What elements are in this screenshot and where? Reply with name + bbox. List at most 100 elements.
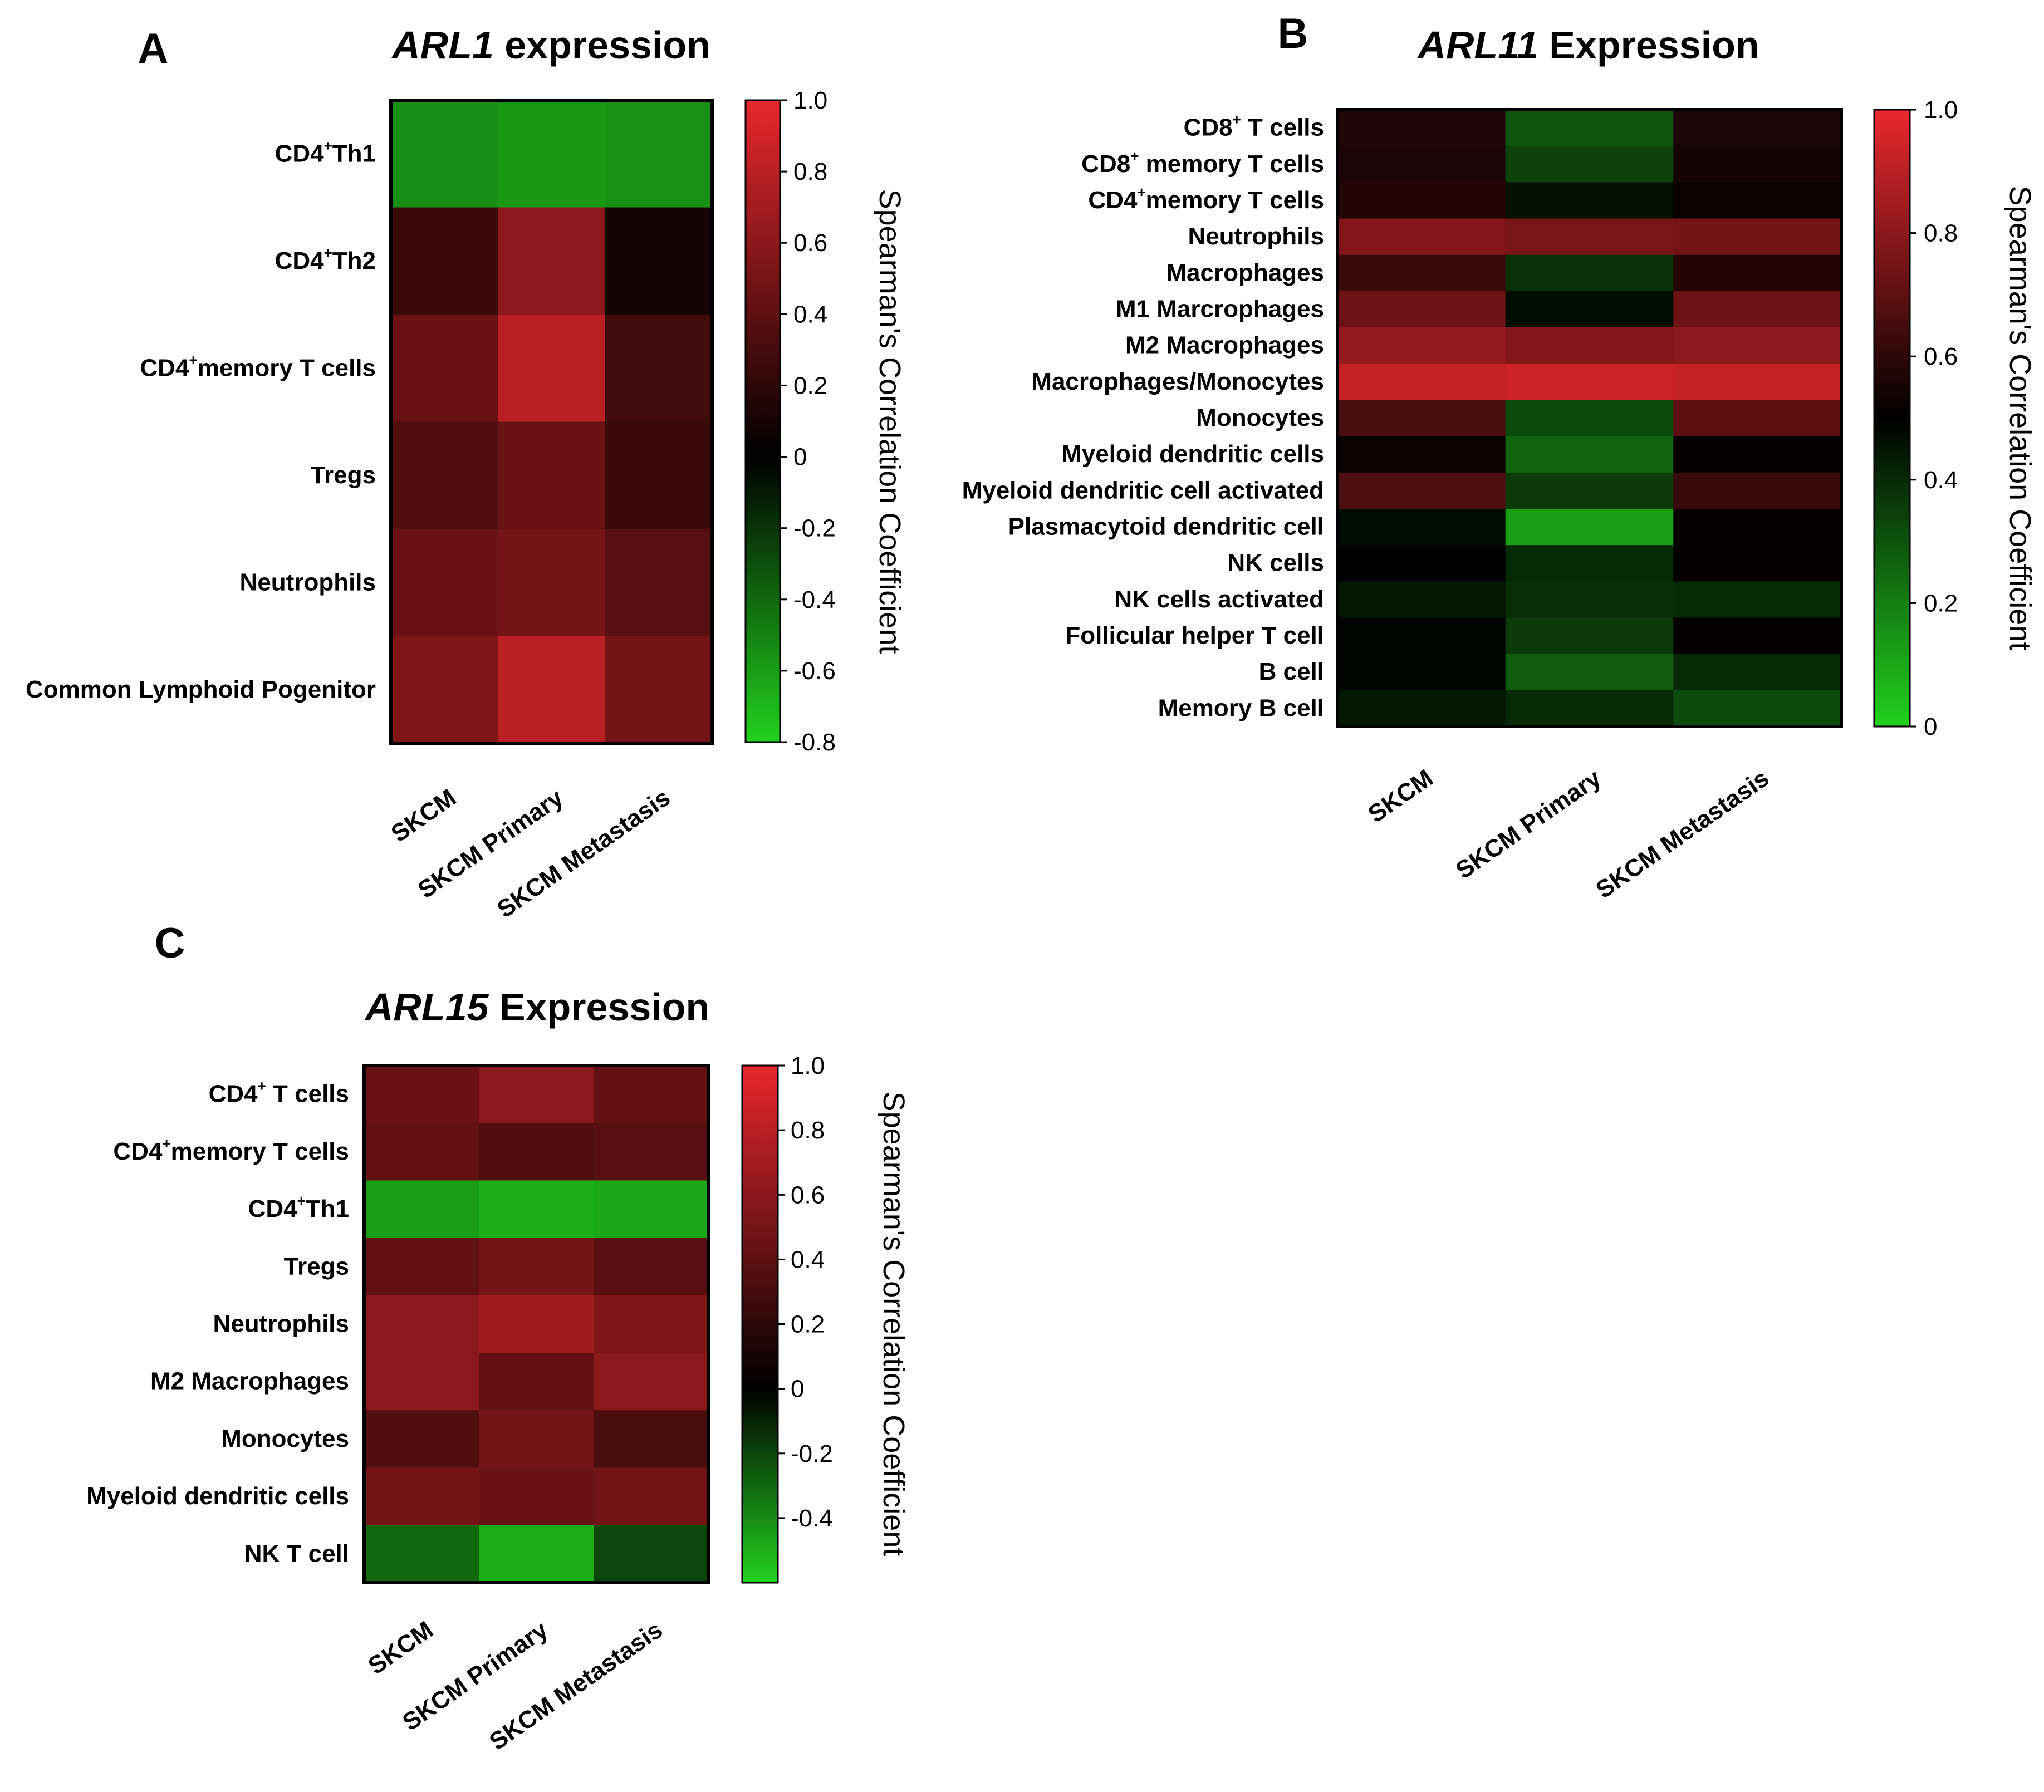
heatmap-cell	[364, 1467, 479, 1526]
heatmap-cell	[364, 1353, 479, 1411]
heatmap-cell	[1673, 508, 1842, 546]
row-label: Plasmacytoid dendritic cell	[1008, 513, 1324, 541]
row-label: Neutrophils	[1188, 223, 1324, 250]
column-label: SKCM Metastasis	[1591, 764, 1774, 904]
row-label: M2 Macrophages	[1125, 332, 1324, 359]
heatmap-cell	[594, 1410, 709, 1469]
heatmap-cell	[594, 1066, 709, 1123]
heatmap-cell	[1505, 654, 1674, 691]
heatmap-cell	[1505, 364, 1674, 401]
heatmap-cell	[479, 1066, 594, 1123]
colorbar-tick-label: 0	[1924, 713, 1937, 740]
colorbar-tick-label: 0.8	[793, 158, 827, 185]
row-label: NK cells	[1227, 549, 1324, 577]
row-label: Myeloid dendritic cells	[86, 1482, 349, 1510]
colorbar-tick-label: 0.2	[793, 372, 827, 399]
heatmap-cell	[391, 100, 498, 208]
heatmap-cell	[1505, 291, 1674, 328]
heatmap-cell	[1505, 400, 1674, 437]
title-gene-name: ARL1	[391, 23, 494, 67]
heatmap-frame	[389, 99, 714, 745]
colorbar-tick-label: 0.4	[1924, 467, 1958, 494]
column-label: SKCM	[1363, 764, 1438, 828]
title-gene-name: ARL11	[1416, 23, 1538, 67]
colorbar-tick-label: 0.6	[791, 1181, 825, 1209]
heatmap-cell	[479, 1123, 594, 1181]
heatmap-cell	[605, 421, 713, 529]
heatmap-cell	[1337, 472, 1506, 509]
colorbar-title: Spearman's Correlation Coefficient	[873, 189, 906, 654]
row-label: B cell	[1259, 658, 1324, 685]
heatmap-cell	[1337, 182, 1506, 219]
heatmap-cell	[479, 1295, 594, 1353]
heatmap-cell	[364, 1238, 479, 1296]
panel-letter: C	[155, 920, 185, 967]
chart-title: ARL15 Expression	[364, 985, 710, 1029]
column-label: SKCM	[363, 1616, 438, 1680]
row-label: Macrophages	[1166, 259, 1324, 286]
heatmap-cell	[1673, 545, 1842, 582]
heatmap-cell	[594, 1525, 709, 1583]
chart-title: ARL11 Expression	[1416, 23, 1759, 67]
heatmap-frame	[1336, 108, 1843, 728]
heatmap-cell	[1505, 327, 1674, 364]
row-label: Tregs	[311, 461, 376, 489]
colorbar-tick-label: -0.8	[793, 729, 836, 756]
heatmap-cell	[1505, 581, 1674, 618]
column-label: SKCM	[386, 784, 461, 847]
row-label: Neutrophils	[240, 568, 376, 596]
heatmap-cell	[364, 1525, 479, 1583]
colorbar	[741, 1064, 779, 1584]
heatmap-cell	[1337, 690, 1506, 727]
heatmap-cell	[364, 1410, 479, 1469]
heatmap-cell	[1673, 254, 1842, 292]
heatmap-cell	[498, 636, 606, 744]
row-label: Myeloid dendritic cell activated	[962, 477, 1324, 504]
heatmap-cell	[1337, 617, 1506, 655]
heatmap-cell	[479, 1238, 594, 1296]
heatmap-cell	[1673, 110, 1842, 146]
heatmap-cell	[1337, 581, 1506, 618]
colorbar-tick-label: 0	[791, 1376, 804, 1403]
heatmap-cell	[1337, 327, 1506, 364]
heatmap-cell	[391, 636, 498, 744]
colorbar-title: Spearman's Correlation Coefficient	[2003, 186, 2037, 651]
heatmap-cell	[605, 207, 713, 315]
heatmap-cell	[1505, 617, 1674, 655]
heatmap-cell	[1337, 364, 1506, 401]
column-label: SKCM Metastasis	[492, 784, 675, 924]
heatmap-cell	[1505, 690, 1674, 727]
heatmap-cell	[1673, 146, 1842, 183]
row-label: Myeloid dendritic cells	[1061, 440, 1324, 468]
row-label: CD8+ memory T cells	[1081, 148, 1324, 178]
heatmap-cell	[1673, 581, 1842, 618]
heatmap-cell	[594, 1353, 709, 1411]
colorbar-tick-label: 0.6	[793, 229, 827, 257]
title-gene-name: ARL15	[364, 985, 489, 1029]
title-suffix: Expression	[1538, 23, 1759, 67]
heatmap-cell	[1337, 654, 1506, 691]
heatmap-cell	[1505, 254, 1674, 292]
heatmap-cell	[1505, 545, 1674, 582]
row-label: Neutrophils	[213, 1310, 349, 1338]
heatmap-cell	[479, 1410, 594, 1469]
row-label: M2 Macrophages	[150, 1368, 349, 1395]
heatmap-cell	[1673, 182, 1842, 219]
colorbar-tick-label: 0	[793, 444, 807, 471]
row-label: CD8+ T cells	[1184, 111, 1324, 141]
heatmap-cell	[391, 207, 498, 315]
colorbar-tick-label: 0.8	[1924, 220, 1958, 247]
heatmap-cell	[1337, 436, 1506, 473]
colorbar-tick-label: 0.4	[793, 301, 827, 328]
heatmap-cell	[1505, 436, 1674, 473]
heatmap-cell	[498, 207, 606, 315]
row-label: Monocytes	[221, 1425, 349, 1452]
heatmap-cell	[1673, 690, 1842, 727]
heatmap-cell	[1673, 218, 1842, 256]
heatmap-cell	[479, 1180, 594, 1239]
heatmap-cell	[1337, 110, 1506, 146]
heatmap-cell	[1505, 110, 1674, 146]
heatmap-cell	[1337, 291, 1506, 328]
title-suffix: expression	[494, 23, 710, 67]
heatmap-cell	[605, 636, 713, 744]
